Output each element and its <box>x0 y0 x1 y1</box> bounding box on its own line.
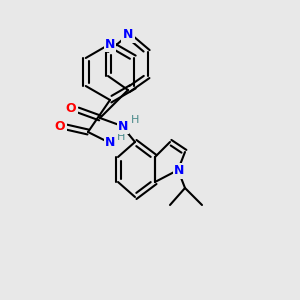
Text: N: N <box>174 164 184 178</box>
Text: O: O <box>66 103 76 116</box>
Text: O: O <box>55 119 65 133</box>
Text: N: N <box>123 28 133 41</box>
Text: N: N <box>105 136 115 149</box>
Text: N: N <box>118 119 128 133</box>
Text: H: H <box>131 115 139 125</box>
Text: N: N <box>105 38 115 50</box>
Text: H: H <box>117 132 125 142</box>
